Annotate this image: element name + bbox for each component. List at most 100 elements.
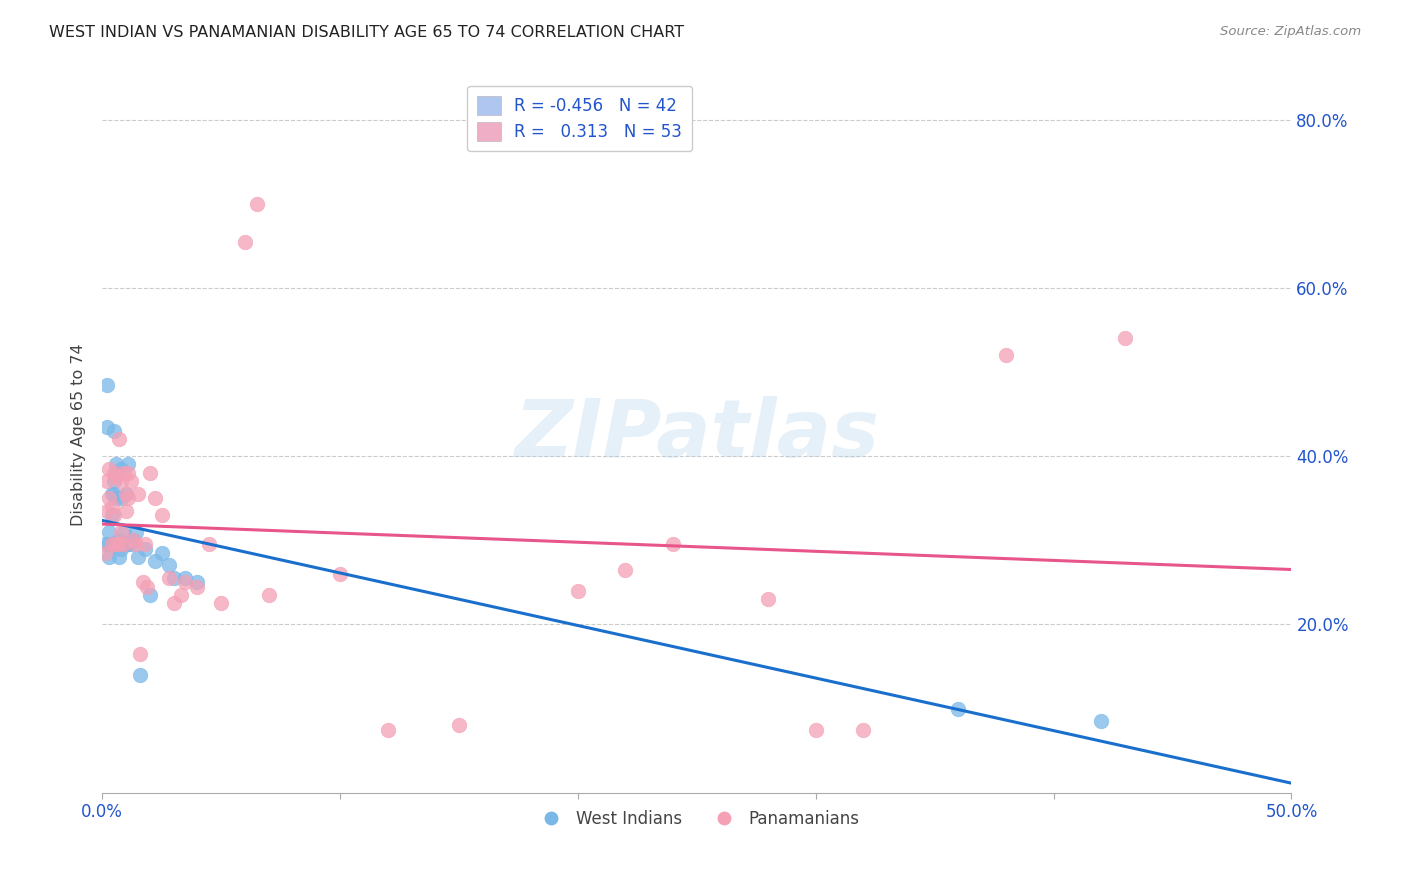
Point: [134, 541, 156, 556]
Point: [115, 487, 138, 501]
Point: [110, 491, 132, 505]
Point: [115, 487, 138, 501]
Point: [995, 348, 1018, 362]
Point: [139, 466, 162, 480]
Point: [124, 537, 146, 551]
Point: [127, 550, 149, 565]
Point: [377, 723, 399, 737]
Point: [134, 537, 156, 551]
Point: [105, 470, 128, 484]
Point: [98, 491, 121, 505]
Point: [150, 546, 173, 560]
Point: [1090, 714, 1112, 728]
Text: WEST INDIAN VS PANAMANIAN DISABILITY AGE 65 TO 74 CORRELATION CHART: WEST INDIAN VS PANAMANIAN DISABILITY AGE…: [49, 25, 685, 40]
Point: [98, 537, 121, 551]
Point: [257, 588, 280, 602]
Y-axis label: Disability Age 65 to 74: Disability Age 65 to 74: [72, 343, 86, 526]
Point: [174, 575, 197, 590]
Point: [170, 588, 193, 602]
Point: [329, 566, 352, 581]
Point: [162, 596, 184, 610]
Point: [756, 592, 779, 607]
Point: [108, 550, 131, 565]
Point: [662, 537, 685, 551]
Point: [100, 537, 122, 551]
Point: [105, 458, 128, 472]
Point: [139, 588, 162, 602]
Point: [162, 571, 184, 585]
Point: [852, 723, 875, 737]
Point: [108, 537, 131, 551]
Point: [103, 508, 125, 522]
Point: [157, 571, 180, 585]
Point: [96, 377, 118, 392]
Point: [112, 537, 135, 551]
Point: [948, 701, 970, 715]
Text: ZIPatlas: ZIPatlas: [515, 396, 879, 474]
Point: [100, 508, 122, 522]
Legend: West Indians, Panamanians: West Indians, Panamanians: [527, 803, 866, 834]
Text: Source: ZipAtlas.com: Source: ZipAtlas.com: [1220, 25, 1361, 38]
Point: [117, 491, 139, 505]
Point: [103, 475, 125, 489]
Point: [157, 558, 180, 573]
Point: [131, 575, 153, 590]
Point: [103, 487, 125, 501]
Point: [112, 524, 135, 539]
Point: [1114, 331, 1136, 345]
Point: [105, 491, 128, 505]
Point: [143, 554, 166, 568]
Point: [447, 718, 470, 732]
Point: [103, 424, 125, 438]
Point: [209, 596, 232, 610]
Point: [129, 647, 152, 661]
Point: [117, 537, 139, 551]
Point: [105, 537, 128, 551]
Point: [110, 524, 132, 539]
Point: [112, 466, 135, 480]
Point: [115, 537, 138, 551]
Point: [93, 537, 115, 551]
Point: [117, 458, 139, 472]
Point: [233, 235, 256, 249]
Point: [100, 500, 122, 514]
Point: [174, 571, 197, 585]
Point: [614, 563, 637, 577]
Point: [108, 537, 131, 551]
Point: [108, 533, 131, 548]
Point: [110, 541, 132, 556]
Point: [110, 475, 132, 489]
Point: [186, 575, 208, 590]
Point: [110, 461, 132, 475]
Point: [100, 487, 122, 501]
Point: [127, 487, 149, 501]
Point: [120, 475, 142, 489]
Point: [98, 524, 121, 539]
Point: [93, 546, 115, 560]
Point: [96, 419, 118, 434]
Point: [112, 537, 135, 551]
Point: [120, 537, 142, 551]
Point: [186, 580, 208, 594]
Point: [98, 550, 121, 565]
Point: [150, 508, 173, 522]
Point: [143, 491, 166, 505]
Point: [804, 723, 827, 737]
Point: [198, 537, 221, 551]
Point: [124, 524, 146, 539]
Point: [246, 196, 269, 211]
Point: [100, 537, 122, 551]
Point: [103, 466, 125, 480]
Point: [567, 583, 589, 598]
Point: [98, 461, 121, 475]
Point: [129, 668, 152, 682]
Point: [115, 504, 138, 518]
Point: [96, 504, 118, 518]
Point: [122, 533, 145, 548]
Point: [96, 475, 118, 489]
Point: [108, 432, 131, 446]
Point: [122, 533, 145, 548]
Point: [136, 580, 159, 594]
Point: [105, 466, 128, 480]
Point: [117, 466, 139, 480]
